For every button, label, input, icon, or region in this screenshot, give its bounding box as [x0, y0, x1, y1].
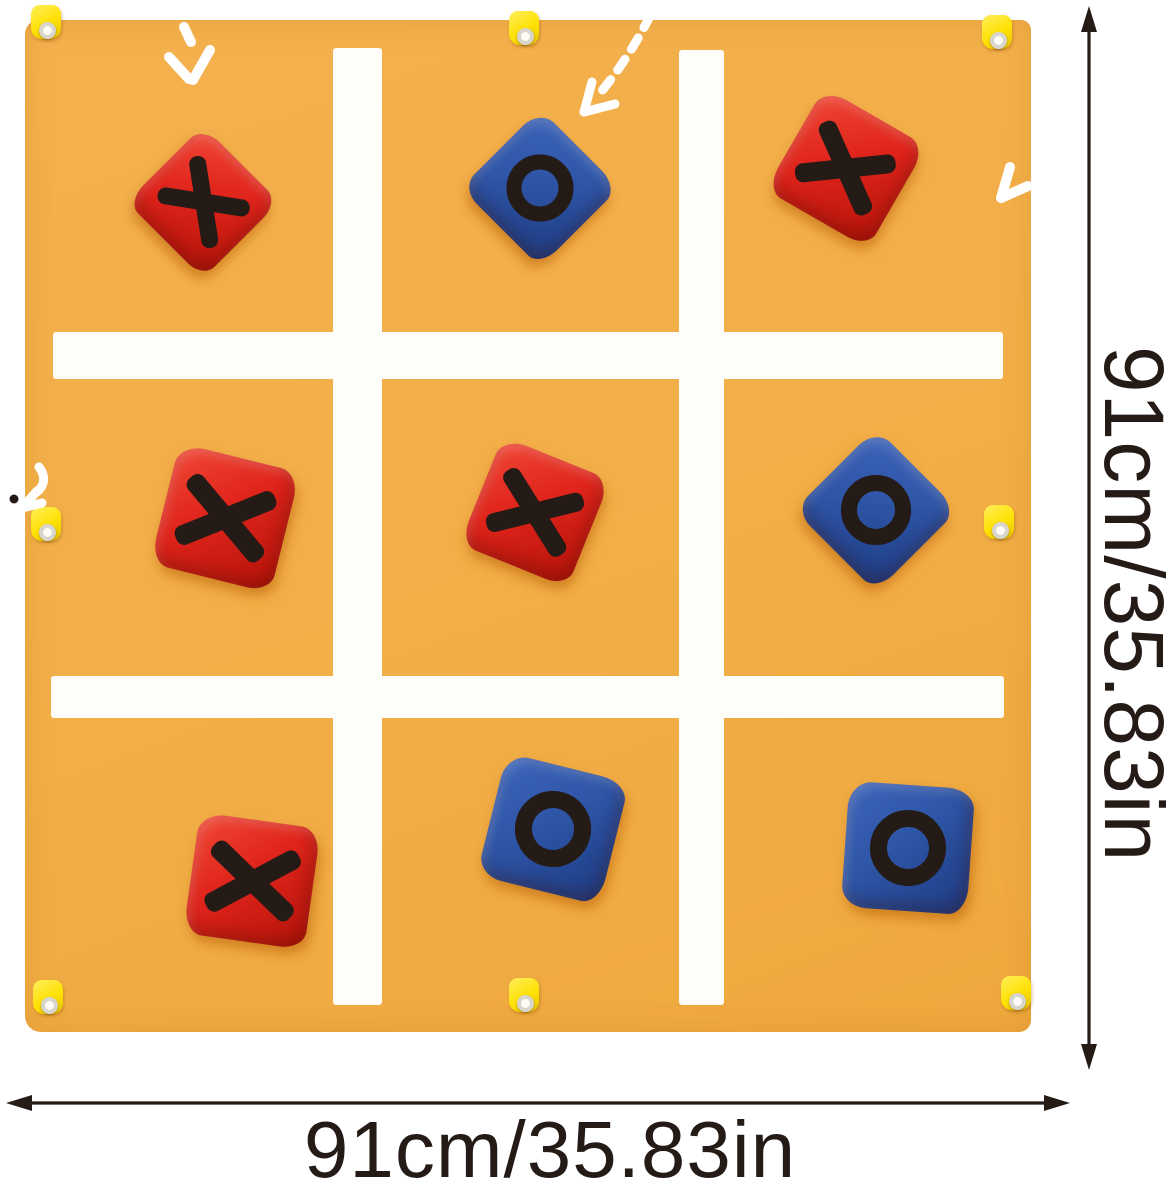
grommet-ring — [39, 524, 56, 541]
hanging-tab-top-left — [31, 5, 61, 39]
dot — [9, 494, 19, 504]
bean-bag-o — [840, 780, 976, 916]
grid-line-vertical-1 — [333, 48, 382, 1005]
grommet-ring — [39, 22, 56, 39]
grid-line-vertical-2 — [679, 50, 724, 1005]
o-mark-ring — [506, 782, 600, 876]
height-dimension-arrow — [1081, 6, 1097, 1070]
width-dimension-arrow — [6, 1095, 1070, 1111]
hanging-tab-middle-left — [31, 507, 61, 541]
hanging-tab-bottom-right — [1001, 976, 1031, 1010]
grommet-ring — [992, 522, 1009, 539]
hanging-tab-bottom-left — [33, 980, 63, 1014]
hanging-tab-bottom-middle — [509, 978, 539, 1012]
grid-line-horizontal-2 — [51, 676, 1004, 718]
width-dimension-label: 91cm/35.83in — [303, 1105, 797, 1187]
hanging-tab-top-middle — [509, 11, 539, 45]
grommet-ring — [517, 995, 534, 1012]
o-mark-ring — [826, 460, 926, 560]
bean-bag-x — [183, 812, 321, 950]
grommet-ring — [517, 28, 534, 45]
hand-arrow-left-icon — [996, 162, 1033, 203]
grommet-ring — [990, 32, 1007, 49]
hand-arrow-hook-icon — [9, 462, 49, 513]
height-dimension-label: 91cm/35.83in — [1087, 345, 1173, 863]
x-mark-bar — [171, 488, 279, 548]
o-mark-ring — [492, 140, 588, 236]
hanging-tab-middle-right — [984, 505, 1014, 539]
o-mark-ring — [867, 807, 949, 889]
hand-arrow-down-icon — [164, 22, 215, 85]
hanging-tab-top-right — [982, 15, 1012, 49]
grommet-ring — [41, 997, 58, 1014]
dashed-arrow-icon — [579, 11, 655, 117]
grommet-ring — [1009, 993, 1026, 1010]
grid-line-horizontal-1 — [53, 332, 1003, 379]
